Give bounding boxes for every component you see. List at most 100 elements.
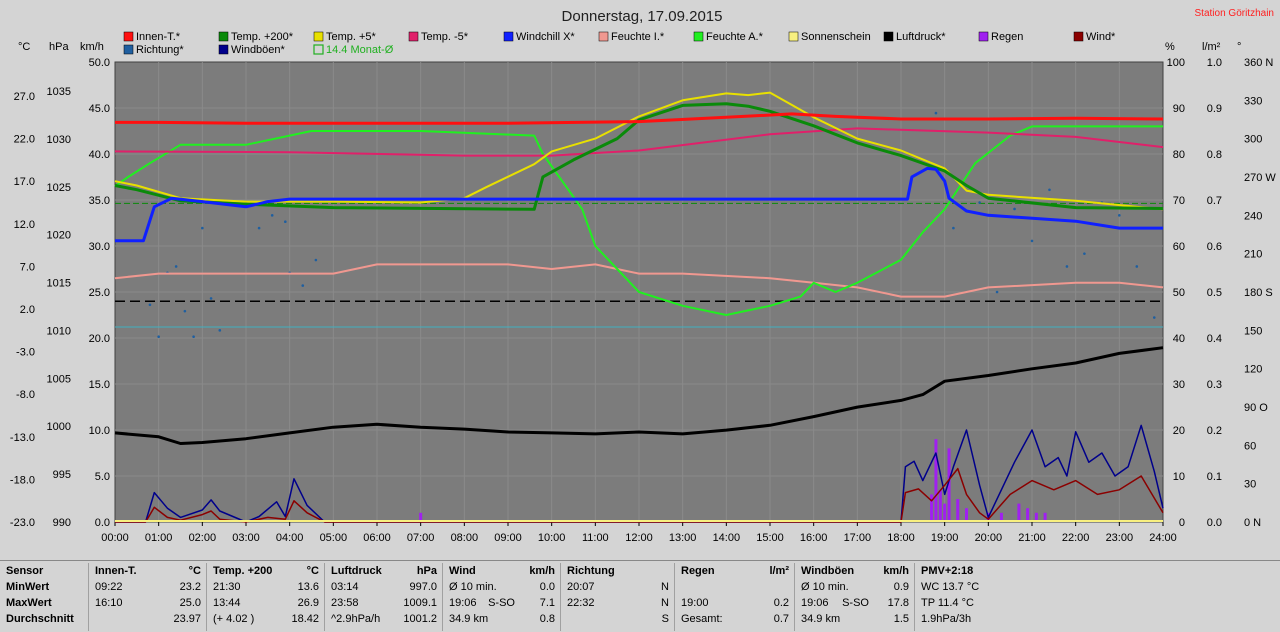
stats-cell-label: Windböen [801, 565, 855, 577]
x-tick-label: 07:00 [407, 532, 435, 544]
legend-swatch [313, 44, 324, 55]
legend-label: Temp. +200* [231, 31, 294, 43]
direction-tick-label: 150 [1244, 325, 1262, 337]
stats-column: Sensor MinWert MaxWert Durchschnitt [0, 563, 88, 631]
stats-cell-value: S [661, 613, 669, 625]
direction-tick-label: 180 S [1244, 287, 1273, 299]
direction-tick-label: 210 [1244, 249, 1262, 261]
x-tick-label: 02:00 [189, 532, 217, 544]
pressure-tick-label: 1030 [47, 134, 71, 146]
x-tick-label: 24:00 [1149, 532, 1177, 544]
legend-item: Temp. +5* [313, 31, 377, 43]
stats-row: S [561, 611, 675, 627]
legend-item: Feuchte I.* [598, 31, 665, 43]
series-line-feuchte-a- [114, 125, 1163, 316]
legend-item: Temp. +200* [218, 31, 294, 43]
rain-bar [947, 448, 951, 522]
stats-cell-value: 0.0 [539, 581, 555, 593]
stats-cell-value: 1009.1 [403, 597, 437, 609]
pressure-tick-label: 1005 [47, 373, 71, 385]
x-tick-label: 10:00 [538, 532, 566, 544]
stats-cell-value: 0.8 [539, 613, 555, 625]
stats-column: Windböen km/h Ø 10 min. 0.9 19:06 S-SO 17.8 34.… [794, 563, 915, 631]
stats-column: Richtung 20:07 N 22:32 N S [560, 563, 675, 631]
wind-tick-label: 45.0 [89, 103, 110, 115]
legend-item: Innen-T.* [123, 31, 181, 43]
stats-cell-value: °C [188, 565, 201, 577]
stats-row: WC 13.7 °C [915, 579, 1035, 595]
stats-cell-label: Richtung [567, 565, 615, 577]
legend-label: Regen [991, 31, 1023, 43]
stats-row: Luftdruck hPa [325, 563, 443, 579]
stats-cell-label: 19:06 [449, 597, 477, 609]
stats-cell-label: 16:10 [95, 597, 123, 609]
stats-column: Regen l/m² 19:00 0.2 Gesamt: 0.7 [674, 563, 795, 631]
plot-grid [114, 62, 1164, 526]
stats-cell-value: N [661, 581, 669, 593]
legend-swatch [788, 31, 799, 42]
stats-row: Regen l/m² [675, 563, 795, 579]
chart-legend: Innen-T.* Temp. +200* Temp. +5* Temp. -5* Wi… [123, 31, 1116, 56]
x-tick-label: 00:00 [101, 532, 129, 544]
stats-cell-extra: S-SO [488, 597, 515, 609]
temp-tick-label: -3.0 [16, 347, 35, 359]
stats-row: 1.9hPa/3h [915, 611, 1035, 627]
stats-cell-value: °C [306, 565, 319, 577]
stats-row: 23:58 1009.1 [325, 595, 443, 611]
wind-tick-label: 30.0 [89, 241, 110, 253]
pressure-tick-label: 1035 [47, 86, 71, 98]
legend-label: Feuchte A.* [706, 31, 764, 43]
stats-row: 13:44 26.9 [207, 595, 325, 611]
pressure-tick-label: 1000 [47, 421, 71, 433]
stats-cell-label: Wind [449, 565, 476, 577]
legend-swatch [883, 31, 894, 42]
stats-row: 19:06 S-SO 7.1 [443, 595, 561, 611]
legend-swatch [693, 31, 704, 42]
series-line-wind [115, 467, 1164, 523]
stats-cell-value: 23.97 [173, 613, 201, 625]
wind-tick-label: 25.0 [89, 287, 110, 299]
direction-tick-label: 300 [1244, 134, 1262, 146]
wind-tick-label: 5.0 [95, 471, 110, 483]
temp-tick-label: 27.0 [14, 91, 35, 103]
stats-cell-label: Ø 10 min. [449, 581, 497, 593]
legend-item: Luftdruck* [883, 31, 946, 43]
stats-cell-label: Regen [681, 565, 715, 577]
stats-row: MinWert [0, 579, 88, 595]
rain-bar [930, 494, 934, 522]
direction-point [952, 226, 955, 230]
direction-point [284, 220, 287, 224]
x-tick-label: 20:00 [975, 532, 1003, 544]
stats-row: 09:22 23.2 [89, 579, 207, 595]
rain-bar [956, 499, 960, 522]
direction-point [1048, 188, 1051, 192]
legend-label: Windchill X* [516, 31, 575, 43]
rain-tick-label: 0.6 [1207, 241, 1222, 253]
direction-point [257, 226, 261, 230]
direction-points [148, 111, 1156, 339]
axis-labels: 00:00 01:00 02:00 03:00 04:00 05:00 06:00 07:00… [10, 57, 1276, 544]
legend-label: Innen-T.* [136, 31, 181, 43]
x-tick-label: 03:00 [232, 532, 260, 544]
humidity-tick-label: 40 [1173, 333, 1185, 345]
stats-cell-label: Ø 10 min. [801, 581, 849, 593]
stats-cell-label: 19:00 [681, 597, 709, 609]
direction-tick-label: 360 N [1244, 57, 1273, 69]
humidity-tick-label: 10 [1173, 471, 1185, 483]
stats-cell-value: 13.6 [297, 581, 319, 593]
stats-cell-value: 7.1 [539, 597, 555, 609]
stats-row: Sensor [0, 563, 88, 579]
x-tick-label: 05:00 [320, 532, 348, 544]
legend-label: Temp. -5* [421, 31, 469, 43]
stats-cell-label: Sensor [6, 565, 44, 577]
rain-tick-label: 0.5 [1207, 287, 1222, 299]
legend-item: Feuchte A.* [693, 31, 764, 43]
unit-humidity: % [1165, 41, 1175, 53]
series-line-windb-en [115, 424, 1164, 523]
rain-bar [938, 489, 942, 522]
temp-tick-label: -13.0 [10, 432, 35, 444]
direction-point [157, 335, 160, 339]
direction-point [301, 284, 305, 287]
stats-cell-label: Luftdruck [331, 565, 382, 577]
direction-point [1083, 252, 1086, 255]
